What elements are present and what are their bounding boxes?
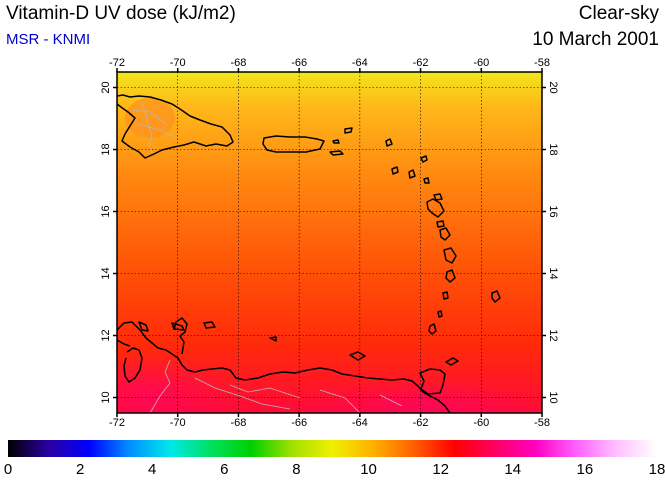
margarita-coast [349, 351, 366, 361]
longitude-label: -60 [473, 57, 489, 69]
colorbar-tick-label: 8 [292, 461, 300, 478]
longitude-labels-bottom: -72 -70 -68 -66 -64 -62 -60 -58 [109, 417, 550, 429]
trinidad-coast [419, 368, 446, 395]
latitude-label: 10 [547, 391, 559, 403]
colorbar-tick-label: 2 [76, 461, 84, 478]
longitude-labels-top: -72 -70 -68 -66 -64 -62 -60 -58 [109, 57, 550, 69]
longitude-label: -64 [352, 417, 368, 429]
puerto-rico-coast [262, 135, 325, 153]
map-date: 10 March 2001 [532, 29, 659, 50]
latitude-label: 14 [547, 267, 559, 279]
dominica-coast [439, 227, 451, 241]
longitude-label: -68 [230, 57, 246, 69]
colombia-venezuela-border [149, 359, 171, 413]
colorbar-tick-label: 6 [220, 461, 228, 478]
colorbar-tick-label: 4 [148, 461, 156, 478]
longitude-label: -62 [413, 417, 429, 429]
colorbar [8, 440, 657, 457]
longitude-label: -68 [230, 417, 246, 429]
graticule [117, 72, 542, 413]
colorbar-tick-label: 14 [504, 461, 521, 478]
longitude-label: -58 [534, 417, 550, 429]
latitude-labels-right: 10 12 14 16 18 20 [547, 81, 559, 403]
hispaniola-coast [117, 94, 234, 159]
martinique-coast [443, 247, 457, 264]
latitude-label: 10 [100, 391, 112, 403]
latitude-label: 16 [547, 205, 559, 217]
latitude-label: 12 [100, 329, 112, 341]
latitude-label: 20 [100, 81, 112, 93]
latitude-label: 12 [547, 329, 559, 341]
grenada-coast [428, 323, 437, 335]
st-lucia-coast [445, 269, 456, 283]
latitude-label: 18 [100, 143, 112, 155]
high-dose-area [117, 355, 240, 413]
colorbar-tick-label: 18 [649, 461, 665, 478]
longitude-label: -66 [291, 417, 307, 429]
latitude-labels-left: 10 12 14 16 18 20 [100, 81, 112, 403]
uv-field [117, 72, 542, 413]
hispaniola-mountain-area [125, 98, 175, 138]
colorbar-tick-label: 12 [432, 461, 449, 478]
longitude-label: -70 [170, 417, 186, 429]
tick-marks [113, 68, 546, 417]
guadeloupe-coast [426, 198, 445, 218]
map-title: Vitamin-D UV dose (kJ/m2) [6, 3, 236, 24]
longitude-label: -58 [534, 57, 550, 69]
maracaibo-lake [123, 347, 143, 383]
vieques [329, 150, 344, 156]
tobago-coast [445, 357, 459, 366]
map-subtitle: MSR - KNMI [6, 31, 91, 48]
longitude-label: -72 [109, 417, 125, 429]
country-borders [131, 102, 403, 413]
south-america-coast [117, 321, 451, 413]
colorbar-tick-label: 16 [577, 461, 594, 478]
latitude-label: 18 [547, 143, 559, 155]
longitude-label: -70 [170, 57, 186, 69]
sky-condition: Clear-sky [578, 3, 659, 24]
latitude-label: 14 [100, 267, 112, 279]
longitude-label: -66 [291, 57, 307, 69]
barbados-coast [491, 290, 501, 303]
map-frame [116, 71, 543, 414]
longitude-label: -60 [473, 417, 489, 429]
longitude-label: -72 [109, 57, 125, 69]
coastlines [117, 94, 501, 413]
latitude-label: 16 [100, 205, 112, 217]
latitude-label: 20 [547, 81, 559, 93]
colorbar-tick-label: 10 [360, 461, 377, 478]
paraguana-coast [173, 317, 188, 355]
guajira-coast [117, 339, 131, 347]
colorbar-ticks: 0 2 4 6 8 10 12 14 16 18 [4, 461, 665, 478]
longitude-label: -62 [413, 57, 429, 69]
colorbar-tick-label: 0 [4, 461, 12, 478]
longitude-label: -64 [352, 57, 368, 69]
haiti-dr-border [141, 102, 153, 154]
